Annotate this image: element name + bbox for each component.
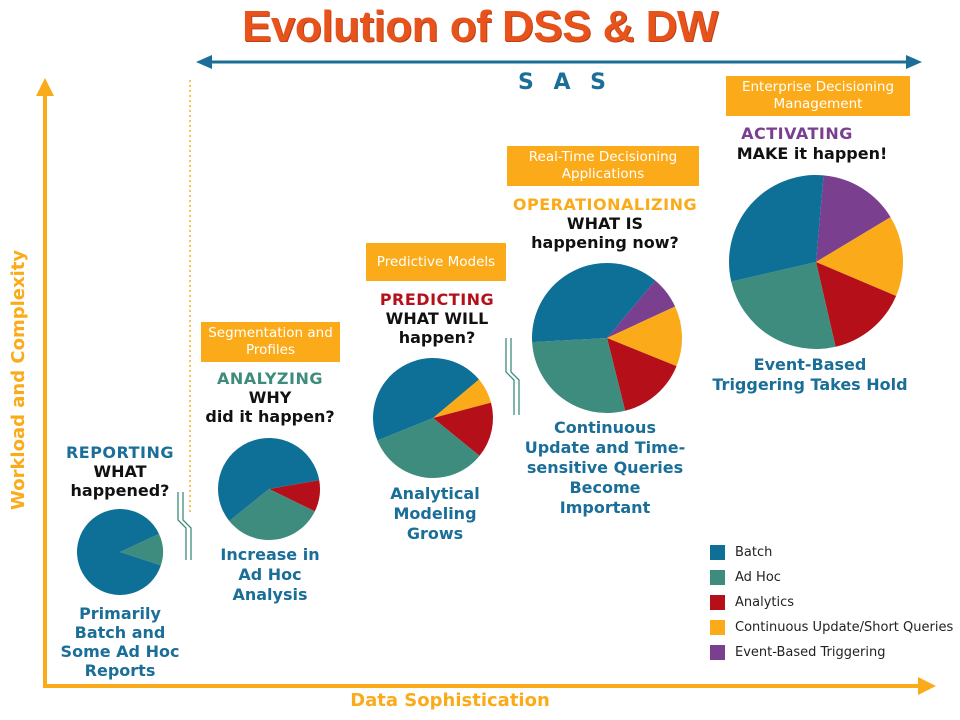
box-predicting: Predictive Models <box>366 243 506 281</box>
caption-predicting-3: Grows <box>406 524 464 543</box>
box-operationalizing: Real-Time Decisioning Applications <box>507 146 699 186</box>
pie-activating-slice-batch <box>729 175 824 282</box>
pie-activating-slice-event <box>816 175 891 262</box>
caption-operationalizing-3: sensitive Queries <box>526 458 684 477</box>
pie-operationalizing-slice-batch <box>532 263 656 343</box>
stage-question-analyzing-1: WHY <box>248 388 292 407</box>
legend-item-event: Event-Based Triggering <box>710 640 960 665</box>
pie-operationalizing-slice-event <box>607 280 676 338</box>
legend-label-event: Event-Based Triggering <box>735 645 886 660</box>
stage-question-predicting-1: WHAT WILL <box>385 309 489 328</box>
box-analyzing: Segmentation and Profiles <box>201 322 340 362</box>
legend-item-batch: Batch <box>710 540 960 565</box>
stage-question-reporting-2: happened? <box>70 481 170 500</box>
legend-label-ad-hoc: Ad Hoc <box>735 570 781 585</box>
stage-word-analyzing: ANALYZING <box>216 369 324 388</box>
caption-reporting-4: Reports <box>84 661 156 680</box>
caption-predicting-1: Analytical <box>390 484 480 503</box>
sas-range-arrow-left <box>196 55 212 69</box>
caption-analyzing-3: Analysis <box>232 585 308 604</box>
pie-operationalizing-slice-continuous <box>607 306 682 367</box>
caption-reporting-2: Batch and <box>74 623 166 642</box>
pie-predicting-slice-batch <box>372 357 479 441</box>
pie-analyzing-slice-ad-hoc <box>229 489 315 540</box>
stage-word-reporting: REPORTING <box>65 443 175 462</box>
stage-question-analyzing-2: did it happen? <box>205 407 335 426</box>
caption-reporting-3: Some Ad Hoc <box>60 642 180 661</box>
caption-operationalizing-1: Continuous <box>554 418 656 437</box>
caption-operationalizing-4: Become <box>569 478 641 497</box>
break-mark-1 <box>177 492 192 560</box>
stage-word-operationalizing: OPERATIONALIZING <box>512 195 698 214</box>
legend-swatch-event <box>710 645 725 660</box>
caption-reporting-1: Primarily <box>79 604 161 623</box>
sas-range-arrow-right <box>906 55 922 69</box>
legend-swatch-analytics <box>710 595 725 610</box>
legend-label-batch: Batch <box>735 545 773 560</box>
pies-layer <box>77 175 904 595</box>
caption-analyzing-2: Ad Hoc <box>238 565 302 584</box>
stage-question-operationalizing-2: happening now? <box>531 233 679 252</box>
pie-operationalizing-slice-ad-hoc <box>532 338 626 414</box>
pie-predicting-slice-analytics <box>433 402 494 456</box>
y-axis-label: Workload and Complexity <box>8 249 29 510</box>
legend-label-continuous: Continuous Update/Short Queries <box>735 620 954 635</box>
legend-swatch-ad-hoc <box>710 570 725 585</box>
pie-activating-slice-continuous <box>816 217 904 296</box>
pie-reporting-slice-batch <box>77 509 161 595</box>
legend-item-continuous: Continuous Update/Short Queries <box>710 615 960 640</box>
caption-analyzing-1: Increase in <box>220 545 320 564</box>
stage-question-activating-1: MAKE it happen! <box>736 144 888 163</box>
legend-item-analytics: Analytics <box>710 590 960 615</box>
stage-question-reporting-1: WHAT <box>93 462 147 481</box>
page-title: Evolution of DSS & DW <box>242 2 718 51</box>
caption-activating-2: Triggering Takes Hold <box>712 375 908 394</box>
x-axis-label: Data Sophistication <box>350 690 550 711</box>
stage-question-predicting-2: happen? <box>398 328 476 347</box>
pie-activating-slice-ad-hoc <box>731 262 836 349</box>
legend-swatch-batch <box>710 545 725 560</box>
pie-operationalizing-slice-analytics <box>607 338 677 411</box>
pie-reporting-slice-ad-hoc <box>120 533 164 566</box>
stage-word-activating: ACTIVATING <box>741 124 853 143</box>
caption-predicting-2: Modeling <box>393 504 477 523</box>
pie-predicting-slice-continuous <box>433 379 492 418</box>
stage-word-predicting: PREDICTING <box>379 290 495 309</box>
x-axis-arrowhead <box>918 677 936 695</box>
caption-operationalizing-2: Update and Time- <box>524 438 686 457</box>
caption-operationalizing-5: Important <box>559 498 651 517</box>
sas-label: S A S <box>517 70 613 95</box>
pie-analyzing-slice-batch <box>217 438 320 521</box>
break-mark-2 <box>505 338 520 415</box>
pie-predicting-slice-ad-hoc <box>377 418 480 478</box>
legend-label-analytics: Analytics <box>735 595 795 610</box>
caption-activating-1: Event-Based <box>753 355 867 374</box>
legend: Batch Ad Hoc Analytics Continuous Update… <box>710 540 960 665</box>
legend-swatch-continuous <box>710 620 725 635</box>
box-activating: Enterprise Decisioning Management <box>726 76 910 116</box>
pie-activating-slice-analytics <box>816 262 897 347</box>
pie-analyzing-slice-analytics <box>269 480 320 512</box>
stage-question-operationalizing-1: WHAT IS <box>566 214 644 233</box>
y-axis-arrowhead <box>36 78 54 96</box>
legend-item-ad-hoc: Ad Hoc <box>710 565 960 590</box>
